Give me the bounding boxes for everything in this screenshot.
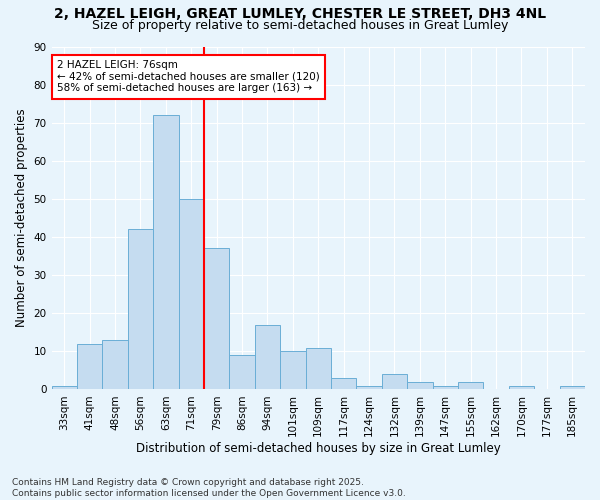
Bar xyxy=(204,248,229,390)
Bar xyxy=(52,386,77,390)
Text: Size of property relative to semi-detached houses in Great Lumley: Size of property relative to semi-detach… xyxy=(92,19,508,32)
Bar xyxy=(255,324,280,390)
Bar xyxy=(382,374,407,390)
Bar xyxy=(509,386,534,390)
X-axis label: Distribution of semi-detached houses by size in Great Lumley: Distribution of semi-detached houses by … xyxy=(136,442,500,455)
Bar xyxy=(305,348,331,390)
Text: 2, HAZEL LEIGH, GREAT LUMLEY, CHESTER LE STREET, DH3 4NL: 2, HAZEL LEIGH, GREAT LUMLEY, CHESTER LE… xyxy=(54,8,546,22)
Bar xyxy=(103,340,128,390)
Bar xyxy=(128,230,153,390)
Text: Contains HM Land Registry data © Crown copyright and database right 2025.
Contai: Contains HM Land Registry data © Crown c… xyxy=(12,478,406,498)
Bar xyxy=(77,344,103,390)
Bar xyxy=(407,382,433,390)
Bar xyxy=(458,382,484,390)
Bar xyxy=(280,352,305,390)
Bar xyxy=(179,199,204,390)
Bar xyxy=(433,386,458,390)
Text: 2 HAZEL LEIGH: 76sqm
← 42% of semi-detached houses are smaller (120)
58% of semi: 2 HAZEL LEIGH: 76sqm ← 42% of semi-detac… xyxy=(57,60,320,94)
Y-axis label: Number of semi-detached properties: Number of semi-detached properties xyxy=(15,108,28,328)
Bar xyxy=(229,355,255,390)
Bar xyxy=(331,378,356,390)
Bar xyxy=(356,386,382,390)
Bar xyxy=(153,115,179,390)
Bar xyxy=(560,386,585,390)
